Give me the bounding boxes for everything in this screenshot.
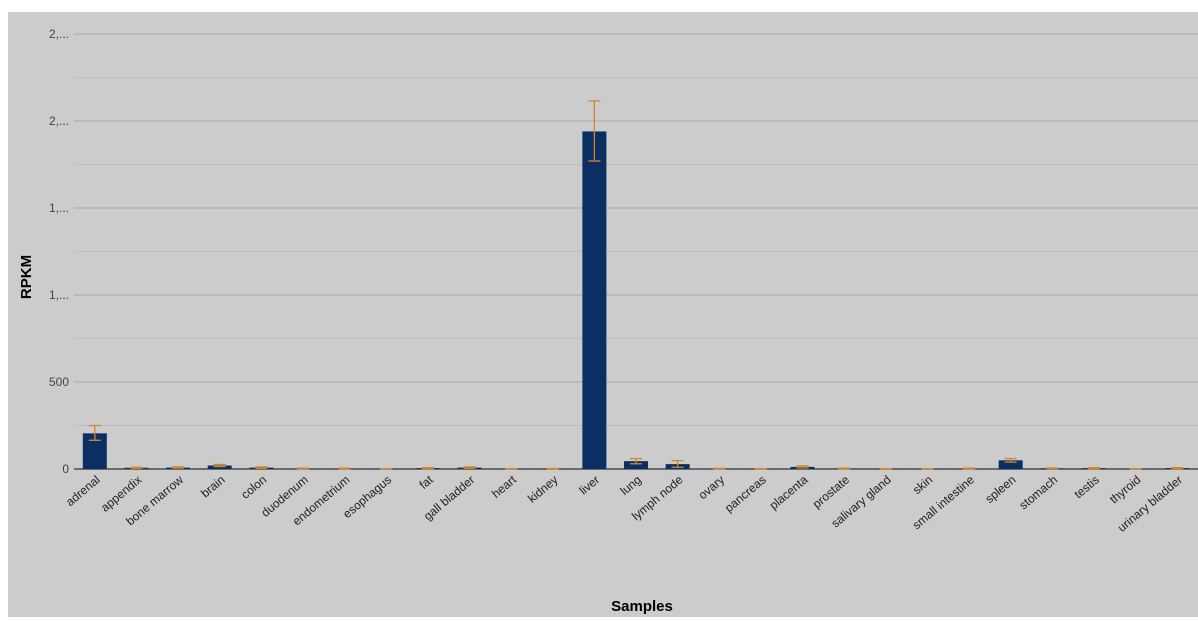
bar — [624, 461, 648, 469]
x-tick-label: pancreas — [722, 473, 769, 515]
x-tick-label: placenta — [767, 472, 811, 512]
y-tick-label: 1,... — [49, 288, 69, 302]
x-tick-label: ovary — [696, 473, 727, 503]
x-tick-label: fat — [417, 472, 437, 492]
chart-area: 0 500 1,... 1,... 2,... 2,... adrenal appendix… — [8, 12, 1198, 617]
y-tick-label: 2,... — [49, 114, 69, 128]
x-tick-label: liver — [576, 473, 602, 498]
x-tick-label: colon — [238, 473, 269, 502]
y-tick-label: 500 — [49, 375, 69, 389]
bar — [207, 465, 232, 469]
error-bars — [88, 100, 1184, 470]
x-tick-label: spleen — [982, 473, 1018, 506]
x-tick-label: heart — [489, 472, 519, 501]
bar — [582, 131, 607, 469]
x-axis-title: Samples — [611, 598, 673, 615]
x-tick-label: kidney — [525, 473, 561, 506]
y-axis-title: RPKM — [18, 255, 35, 299]
x-tick-label: skin — [910, 473, 935, 497]
bars — [82, 131, 1190, 470]
x-tick-label: brain — [198, 473, 227, 501]
y-tick-label: 0 — [62, 462, 69, 476]
gridlines — [74, 33, 1198, 470]
bar — [998, 460, 1023, 469]
x-tick-label: adrenal — [63, 473, 103, 509]
y-tick-label: 1,... — [49, 201, 69, 215]
x-tick-label: thyroid — [1107, 473, 1144, 507]
y-axis-ticks: 0 500 1,... 1,... 2,... 2,... — [49, 27, 69, 476]
x-tick-label: lung — [618, 473, 644, 498]
y-tick-label: 2,... — [49, 27, 69, 41]
x-tick-label: stomach — [1016, 473, 1060, 513]
x-tick-label: testis — [1071, 473, 1101, 502]
